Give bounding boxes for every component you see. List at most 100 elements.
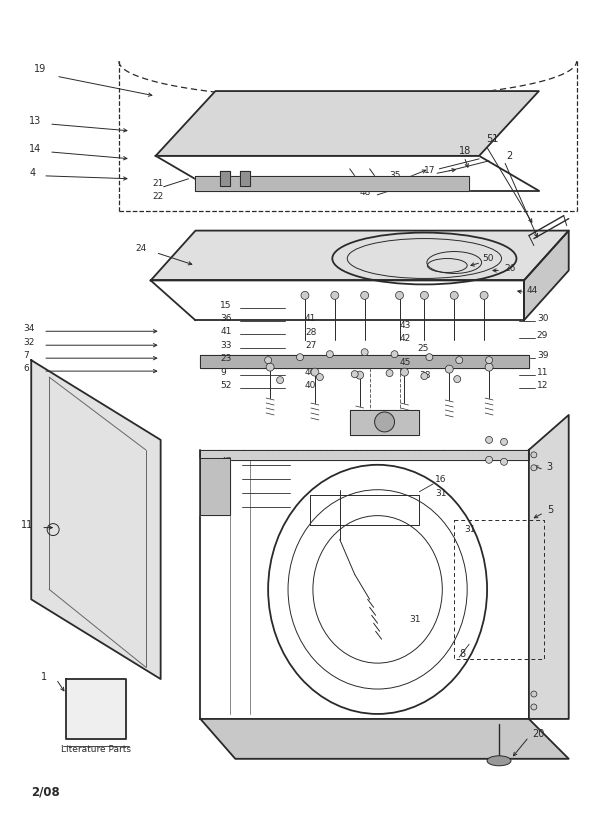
Text: 48: 48	[360, 188, 371, 197]
Text: 41: 41	[305, 314, 316, 323]
Circle shape	[277, 377, 284, 384]
Polygon shape	[220, 171, 230, 186]
Circle shape	[531, 465, 537, 471]
Circle shape	[301, 292, 309, 299]
Text: 18: 18	[459, 146, 471, 156]
Circle shape	[531, 691, 537, 697]
Text: 30: 30	[537, 314, 548, 323]
Text: 15: 15	[220, 301, 232, 310]
Text: 4: 4	[30, 168, 35, 178]
Polygon shape	[66, 679, 126, 739]
Circle shape	[326, 350, 333, 358]
Text: 2: 2	[506, 151, 512, 161]
Text: 51: 51	[486, 134, 499, 144]
Circle shape	[486, 436, 493, 443]
Circle shape	[531, 704, 537, 710]
Text: 41: 41	[220, 327, 232, 336]
Text: 14: 14	[30, 144, 41, 154]
Text: 6: 6	[23, 363, 29, 372]
Text: 44: 44	[527, 286, 538, 295]
Text: 33: 33	[220, 341, 232, 350]
Text: 46: 46	[305, 368, 316, 377]
Polygon shape	[156, 91, 539, 156]
Circle shape	[331, 292, 339, 299]
Circle shape	[421, 372, 428, 380]
Text: 45: 45	[399, 358, 411, 367]
Text: 1: 1	[41, 672, 47, 682]
Circle shape	[266, 363, 274, 371]
Text: 3: 3	[547, 462, 553, 472]
Text: 11: 11	[21, 520, 34, 530]
Text: 19: 19	[34, 64, 47, 74]
Circle shape	[531, 452, 537, 458]
Circle shape	[386, 370, 393, 377]
Polygon shape	[201, 719, 569, 759]
Circle shape	[450, 292, 458, 299]
Ellipse shape	[487, 756, 511, 766]
Text: 5: 5	[547, 504, 553, 514]
Polygon shape	[31, 360, 160, 679]
Text: 31: 31	[409, 615, 421, 623]
Text: 26: 26	[504, 264, 516, 273]
Circle shape	[485, 363, 493, 371]
Circle shape	[486, 456, 493, 463]
Circle shape	[311, 368, 319, 376]
Circle shape	[395, 292, 404, 299]
Text: 9: 9	[220, 368, 226, 377]
Polygon shape	[201, 450, 529, 460]
Text: 36: 36	[220, 314, 232, 323]
Circle shape	[480, 292, 488, 299]
Text: 43: 43	[399, 321, 411, 330]
Polygon shape	[524, 231, 569, 320]
Circle shape	[421, 292, 428, 299]
Text: 17: 17	[424, 166, 436, 175]
Text: 32: 32	[23, 337, 35, 346]
Text: 50: 50	[482, 254, 494, 263]
Polygon shape	[201, 458, 230, 514]
Text: 8: 8	[459, 650, 466, 659]
Circle shape	[426, 354, 433, 361]
Text: Literature Parts: Literature Parts	[61, 745, 131, 754]
Circle shape	[265, 357, 271, 363]
Circle shape	[445, 365, 453, 373]
Text: 2/08: 2/08	[31, 786, 60, 799]
Text: 23: 23	[220, 354, 232, 363]
Polygon shape	[195, 176, 469, 191]
Circle shape	[351, 371, 358, 377]
Circle shape	[486, 357, 493, 363]
Polygon shape	[150, 231, 569, 280]
Circle shape	[316, 373, 323, 381]
Circle shape	[391, 350, 398, 358]
Circle shape	[500, 438, 507, 445]
Text: 7: 7	[23, 350, 29, 359]
Text: 21: 21	[153, 179, 164, 188]
Text: 28: 28	[305, 328, 316, 337]
Circle shape	[455, 357, 463, 363]
Polygon shape	[240, 171, 250, 186]
Text: 42: 42	[399, 333, 411, 343]
Circle shape	[375, 412, 395, 432]
Text: 38: 38	[419, 371, 431, 380]
Text: 49: 49	[220, 499, 232, 509]
Text: 40: 40	[305, 381, 316, 390]
Text: 37: 37	[220, 471, 232, 480]
Text: 35: 35	[389, 171, 401, 180]
Text: 34: 34	[23, 324, 35, 333]
Text: 31: 31	[464, 525, 476, 534]
Circle shape	[356, 371, 363, 379]
Text: 27: 27	[305, 341, 316, 350]
Text: 11: 11	[537, 368, 548, 377]
Text: 10: 10	[220, 485, 232, 494]
Text: 39: 39	[537, 350, 548, 359]
Polygon shape	[529, 415, 569, 719]
Polygon shape	[350, 410, 419, 435]
Text: 52: 52	[220, 381, 232, 390]
Polygon shape	[201, 355, 529, 368]
Text: 47: 47	[220, 457, 232, 466]
Circle shape	[361, 349, 368, 355]
Text: 24: 24	[136, 244, 147, 253]
Text: 20: 20	[532, 729, 544, 739]
Text: 13: 13	[30, 116, 41, 126]
Text: 25: 25	[417, 344, 429, 353]
Circle shape	[297, 354, 303, 361]
